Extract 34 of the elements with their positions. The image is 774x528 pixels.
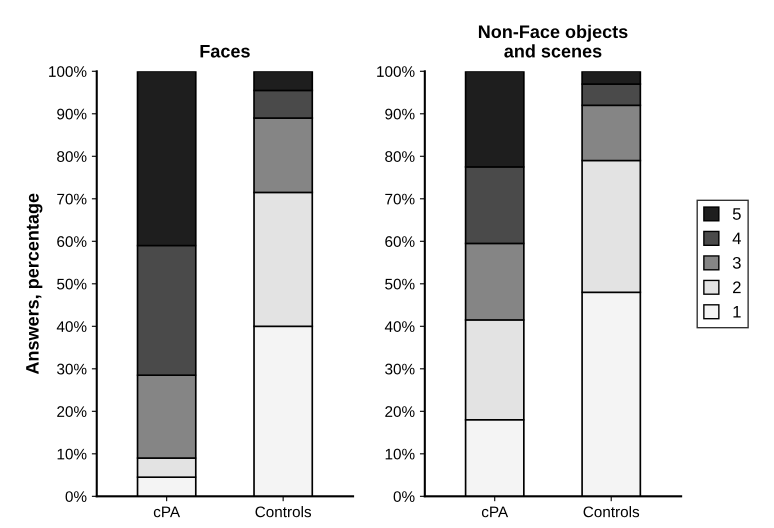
x-tick-label: Controls: [584, 506, 640, 518]
y-tick-label: 30%: [385, 364, 415, 374]
y-tick-label: 60%: [57, 236, 86, 247]
y-tick-label: 70%: [57, 194, 86, 204]
y-tick-label: 30%: [57, 364, 86, 374]
x-tick-label: cPA: [154, 506, 180, 518]
y-tick-label: 10%: [58, 448, 86, 460]
y-tick-label: 0%: [66, 491, 86, 502]
legend-label: 5: [732, 208, 741, 220]
y-tick-label: 100%: [49, 66, 86, 77]
y-tick-label: 20%: [385, 406, 415, 417]
y-tick-label: 60%: [385, 236, 415, 247]
legend-label: 3: [732, 256, 741, 269]
y-tick-label: 100%: [377, 66, 415, 77]
legend-label: 4: [732, 232, 741, 244]
legend-label: 1: [733, 306, 741, 318]
x-tick-label: Controls: [255, 506, 312, 518]
chart-title: Non-Face objects and scenes: [478, 24, 628, 58]
x-tick-label: cPA: [482, 506, 508, 518]
y-tick-label: 90%: [385, 108, 415, 120]
y-tick-label: 70%: [385, 194, 415, 204]
y-tick-label: 40%: [384, 321, 415, 332]
y-axis-title: Answers, percentage: [26, 194, 42, 374]
y-tick-label: 40%: [56, 321, 86, 332]
y-tick-label: 90%: [57, 108, 86, 120]
chart-title: Faces: [200, 44, 250, 58]
y-tick-label: 80%: [385, 151, 415, 162]
y-tick-label: 20%: [57, 406, 86, 417]
y-tick-label: 0%: [394, 491, 415, 502]
y-tick-label: 50%: [57, 278, 86, 290]
y-tick-label: 80%: [57, 151, 86, 162]
y-tick-label: 10%: [386, 448, 415, 460]
y-tick-label: 50%: [385, 278, 415, 290]
legend-label: 2: [733, 281, 741, 294]
